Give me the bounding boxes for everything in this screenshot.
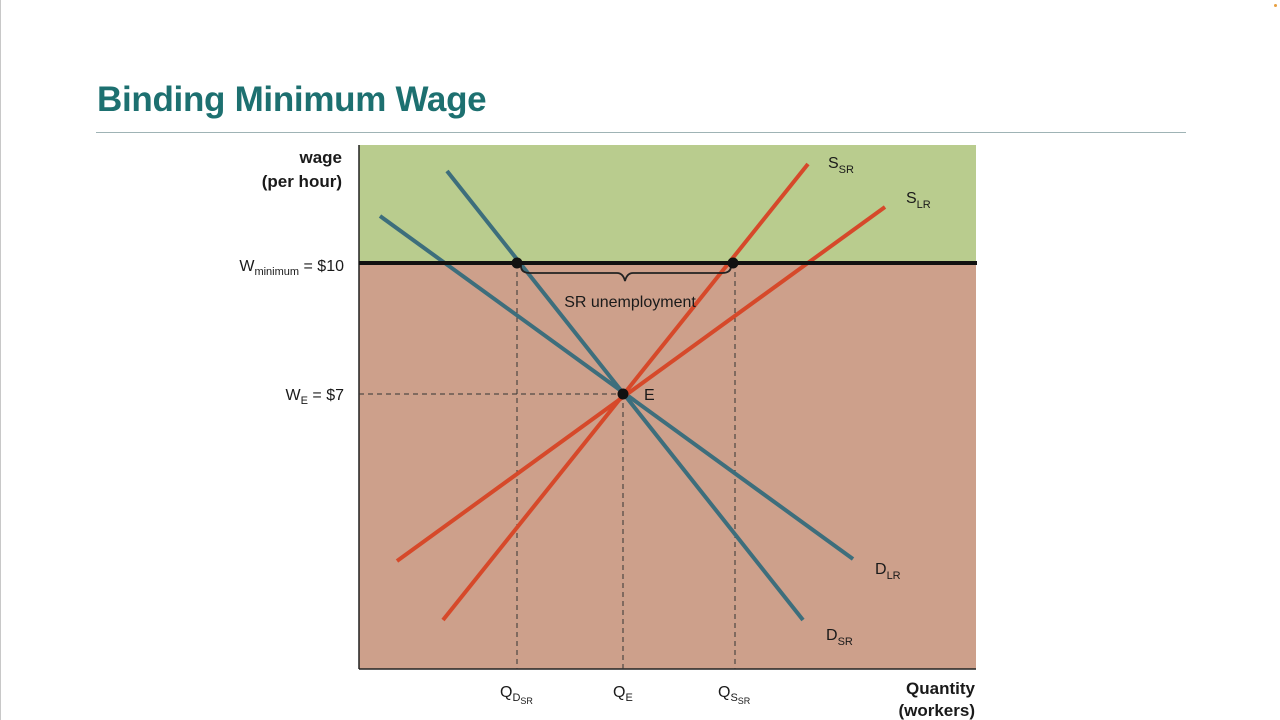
x-axis-title-line1: Quantity <box>906 679 975 698</box>
demand-lr-curve <box>378 214 855 561</box>
qs-sr-label: QSSR <box>718 684 751 706</box>
unemployment-brace <box>520 265 732 282</box>
corner-marker <box>1274 4 1277 7</box>
qe-label: QE <box>613 684 633 704</box>
sr-unemployment-label: SR unemployment <box>564 294 696 311</box>
y-axis-title-line2: (per hour) <box>262 172 342 191</box>
qd-point <box>511 257 523 269</box>
x-axis-title-line2: (workers) <box>898 701 975 720</box>
region-below-minimum <box>359 263 976 669</box>
y-axis-title-line1: wage <box>298 148 342 167</box>
wage-equilibrium-label: WE = $7 <box>286 387 345 407</box>
demand-lr-label: DLR <box>875 561 901 582</box>
slide-title: Binding Minimum Wage <box>97 80 487 119</box>
qd-sr-label: QDSR <box>500 684 533 706</box>
title-divider <box>96 132 1186 133</box>
supply-sr-label: SSR <box>828 155 854 176</box>
equilibrium-point <box>617 388 629 400</box>
supply-lr-curve <box>395 205 887 563</box>
slide-left-edge <box>0 0 1 720</box>
wage-minimum-label: Wminimum = $10 <box>239 258 344 278</box>
supply-lr-label: SLR <box>906 190 931 211</box>
demand-sr-label: DSR <box>826 627 853 648</box>
qs-point <box>727 257 739 269</box>
equilibrium-label: E <box>644 387 655 404</box>
region-above-minimum <box>359 145 976 263</box>
